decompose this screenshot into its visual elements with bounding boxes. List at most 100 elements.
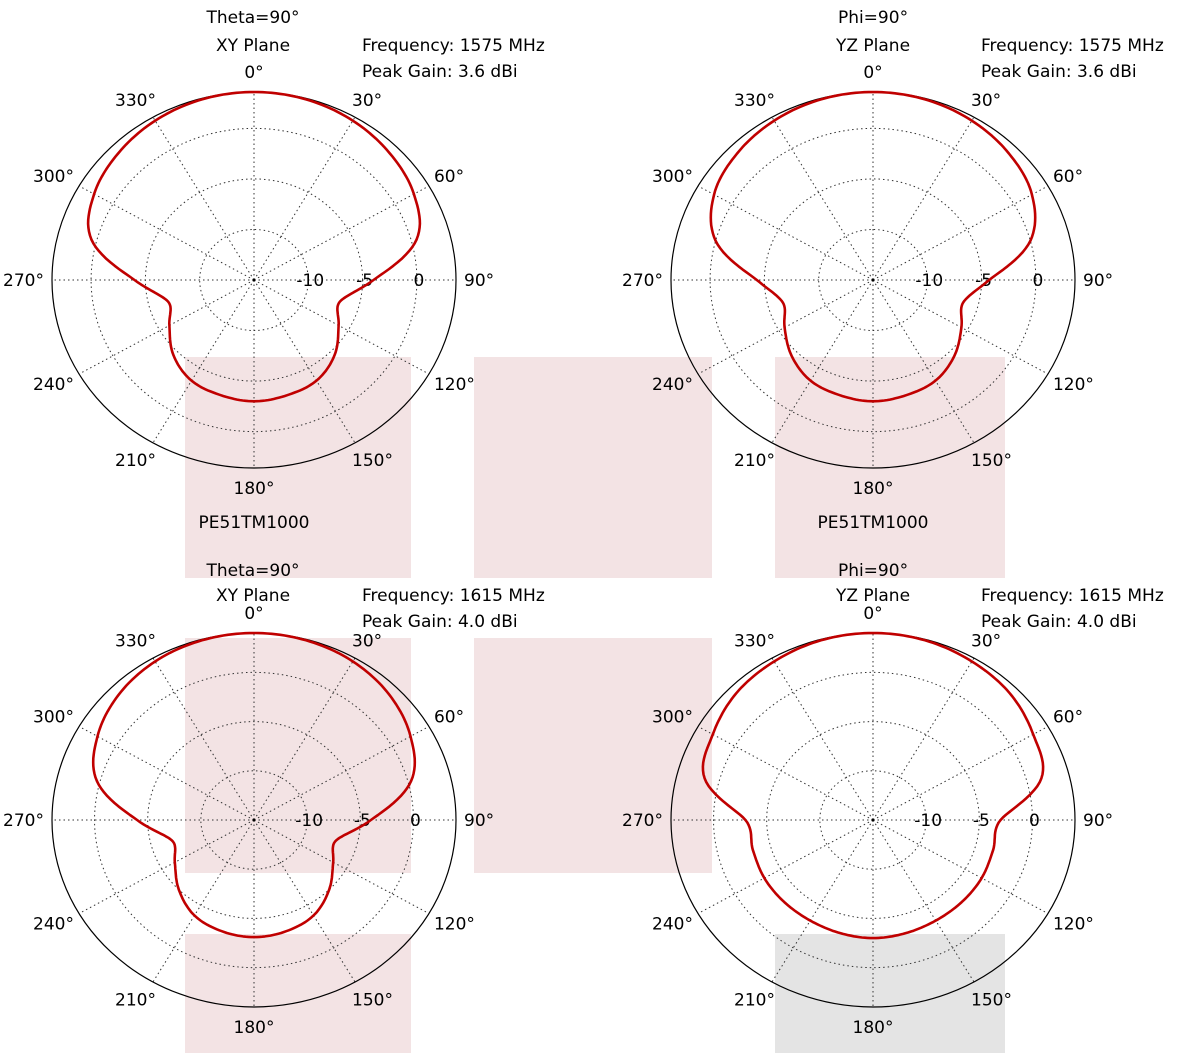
angle-tick-label: 150° [971, 451, 1012, 471]
frequency-label: Frequency: 1615 MHz [362, 586, 545, 606]
angle-tick-label: 90° [1083, 271, 1113, 291]
pattern-line [91, 631, 417, 939]
angle-tick-label: 90° [464, 811, 494, 831]
center-dot [871, 818, 875, 822]
grid-spoke [253, 185, 430, 281]
frequency-label: Frequency: 1575 MHz [981, 36, 1164, 56]
angle-tick-label: 30° [352, 632, 382, 652]
angle-tick-label: 180° [853, 1018, 894, 1038]
radial-tick-label: 0 [1029, 811, 1040, 831]
angle-tick-label: 120° [1053, 375, 1094, 395]
angle-tick-label: 300° [33, 708, 74, 728]
grid-spoke [697, 819, 874, 914]
grid-spoke [253, 657, 356, 821]
peak-gain-label: Peak Gain: 3.6 dBi [362, 62, 518, 82]
highlight-box [185, 934, 411, 1053]
angle-tick-label: 0° [244, 63, 263, 83]
angle-tick-label: 0° [244, 604, 263, 624]
grid-spoke [253, 819, 356, 983]
angle-tick-label: 150° [971, 990, 1012, 1010]
grid-spoke [253, 726, 430, 821]
grid-spoke [771, 819, 874, 983]
angle-tick-label: 180° [234, 479, 275, 499]
grid-ring [713, 671, 1033, 969]
plane-title: Theta=90° [205, 8, 299, 28]
angle-tick-label: 300° [652, 167, 693, 187]
pattern-line [86, 90, 422, 403]
model-label: PE51TM1000 [818, 513, 929, 533]
angle-tick-label: 150° [352, 451, 393, 471]
plane-title: Phi=90° [838, 561, 908, 581]
grid-spoke [697, 185, 874, 281]
angle-tick-label: 180° [234, 1018, 275, 1038]
center-dot [871, 278, 875, 282]
grid-ring [94, 671, 414, 969]
angle-tick-label: 270° [3, 811, 44, 831]
angle-tick-label: 300° [652, 708, 693, 728]
grid-ring [147, 721, 361, 919]
grid-ring [819, 770, 927, 870]
angle-tick-label: 60° [1053, 167, 1083, 187]
angle-tick-label: 210° [734, 990, 775, 1010]
angle-tick-label: 30° [971, 91, 1001, 111]
grid-spoke [872, 116, 975, 281]
grid-spoke [253, 819, 430, 914]
grid-spoke [872, 657, 975, 821]
grid-spoke [771, 116, 874, 281]
angle-tick-label: 90° [1083, 811, 1113, 831]
radial-tick-label: -10 [914, 811, 942, 831]
angle-tick-label: 180° [853, 479, 894, 499]
plane-subtitle: YZ Plane [835, 36, 910, 56]
grid-spoke [152, 819, 255, 983]
grid-spoke [872, 726, 1049, 821]
grid-spoke [253, 116, 356, 281]
peak-gain-label: Peak Gain: 4.0 dBi [362, 612, 518, 632]
angle-tick-label: 330° [734, 91, 775, 111]
grid-spoke [771, 657, 874, 821]
grid-spoke [253, 279, 356, 444]
radial-tick-label: -10 [296, 271, 324, 291]
grid-spoke [771, 279, 874, 444]
angle-tick-label: 240° [33, 375, 74, 395]
angle-tick-label: 270° [3, 271, 44, 291]
angle-tick-label: 0° [863, 604, 882, 624]
center-dot [252, 818, 256, 822]
radial-tick-label: 0 [410, 811, 421, 831]
grid-spoke [872, 279, 975, 444]
angle-tick-label: 30° [971, 632, 1001, 652]
angle-tick-label: 120° [434, 915, 475, 935]
angle-tick-label: 270° [622, 811, 663, 831]
plane-title: Theta=90° [205, 561, 299, 581]
radial-tick-label: -5 [354, 811, 371, 831]
radial-tick-label: 0 [413, 271, 424, 291]
grid-spoke [872, 819, 975, 983]
grid-spoke [253, 279, 430, 375]
grid-spoke [78, 185, 255, 281]
plane-subtitle: XY Plane [216, 586, 290, 606]
angle-tick-label: 300° [33, 167, 74, 187]
frequency-label: Frequency: 1615 MHz [981, 586, 1164, 606]
grid-spoke [152, 279, 255, 444]
highlight-box [474, 638, 712, 873]
angle-tick-label: 240° [33, 915, 74, 935]
angle-tick-label: 30° [352, 91, 382, 111]
grid-spoke [152, 116, 255, 281]
angle-tick-label: 90° [464, 271, 494, 291]
plane-subtitle: YZ Plane [835, 586, 910, 606]
grid-spoke [872, 819, 1049, 914]
plane-subtitle: XY Plane [216, 36, 290, 56]
grid-spoke [697, 726, 874, 821]
grid-ring [766, 721, 980, 919]
pattern-line [701, 631, 1045, 940]
grid-ring [200, 770, 308, 870]
radial-tick-label: 0 [1032, 271, 1043, 291]
radial-tick-label: -5 [975, 271, 992, 291]
grid-spoke [872, 185, 1049, 281]
radial-tick-label: -5 [973, 811, 990, 831]
radial-tick-label: -10 [295, 811, 323, 831]
grid-spoke [152, 657, 255, 821]
highlight-box [775, 934, 1005, 1053]
angle-tick-label: 210° [115, 990, 156, 1010]
pattern-line [709, 90, 1037, 403]
